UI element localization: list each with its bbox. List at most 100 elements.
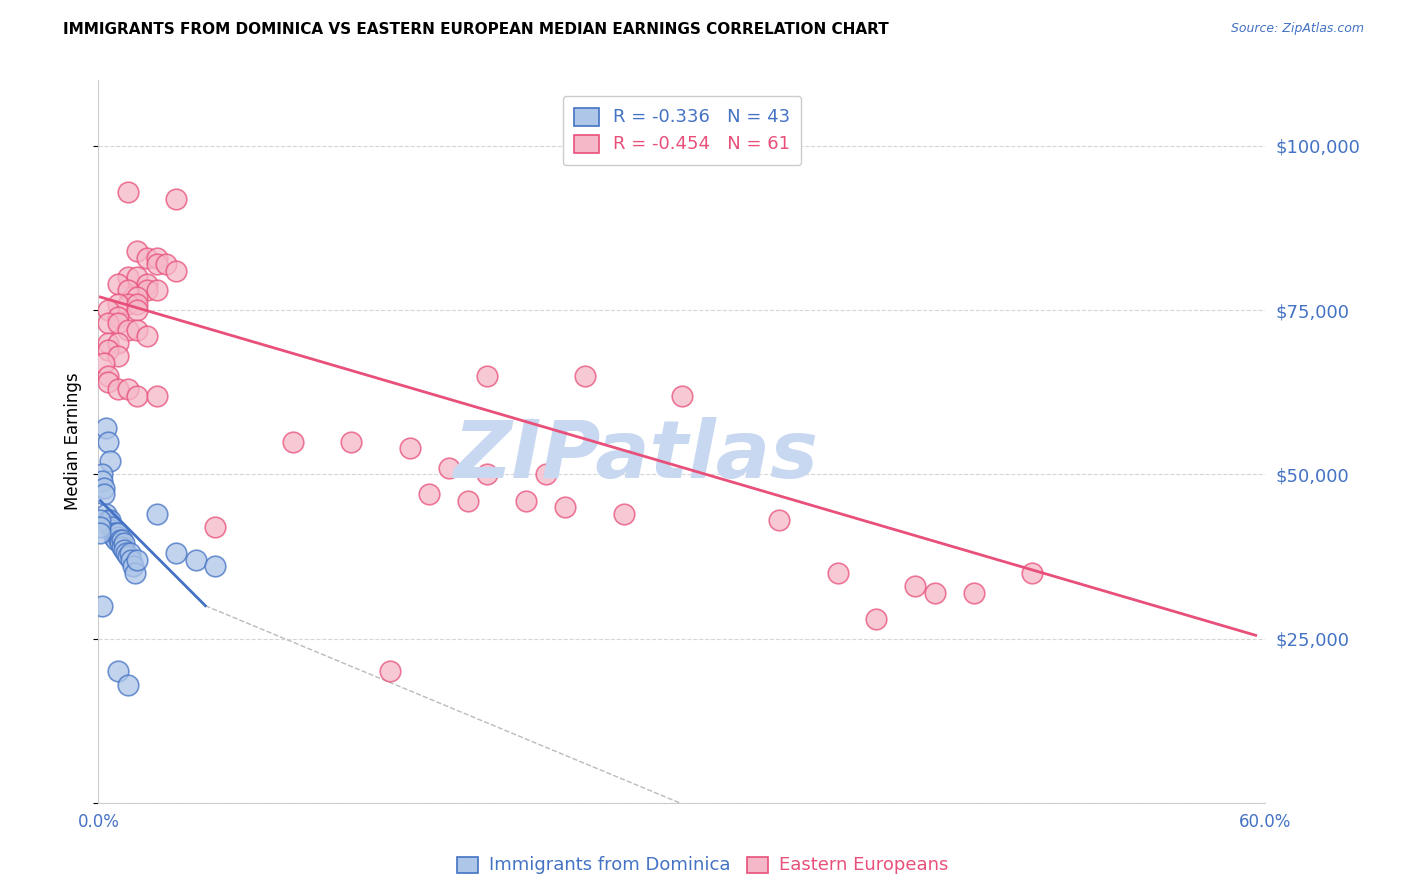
Point [98, 520, 121, 534]
Point [127, 553, 149, 567]
Point [103, 526, 125, 541]
Point [127, 296, 149, 310]
Point [477, 368, 499, 383]
Point [117, 382, 139, 396]
Legend: Immigrants from Dominica, Eastern Europeans: Immigrants from Dominica, Eastern Europe… [450, 848, 956, 880]
Point [107, 526, 129, 541]
Point [613, 507, 636, 521]
Point [107, 665, 129, 679]
Point [89, 513, 111, 527]
Point [97, 516, 120, 531]
Point [107, 316, 129, 330]
Point [117, 185, 139, 199]
Point [107, 277, 129, 291]
Point [107, 310, 129, 324]
Point [136, 329, 159, 343]
Point [93, 487, 115, 501]
Point [146, 257, 169, 271]
Point [96, 507, 118, 521]
Point [117, 323, 139, 337]
Point [146, 388, 169, 402]
Point [98, 513, 121, 527]
Point [108, 536, 131, 550]
Point [97, 513, 120, 527]
Point [127, 270, 149, 285]
Point [574, 368, 596, 383]
Point [97, 316, 120, 330]
Text: IMMIGRANTS FROM DOMINICA VS EASTERN EUROPEAN MEDIAN EARNINGS CORRELATION CHART: IMMIGRANTS FROM DOMINICA VS EASTERN EURO… [63, 22, 889, 37]
Point [477, 467, 499, 482]
Point [97, 434, 120, 449]
Point [127, 323, 149, 337]
Point [117, 284, 139, 298]
Point [165, 264, 187, 278]
Point [184, 553, 207, 567]
Point [91, 599, 114, 613]
Point [127, 244, 149, 258]
Point [107, 349, 129, 363]
Point [127, 290, 149, 304]
Point [146, 284, 169, 298]
Point [98, 454, 121, 468]
Point [146, 251, 169, 265]
Point [121, 553, 143, 567]
Point [136, 284, 159, 298]
Text: ZIPatlas: ZIPatlas [453, 417, 818, 495]
Point [204, 559, 226, 574]
Point [1021, 566, 1043, 580]
Point [827, 566, 849, 580]
Point [118, 546, 141, 560]
Point [165, 192, 187, 206]
Point [155, 257, 177, 271]
Point [904, 579, 927, 593]
Point [101, 523, 124, 537]
Point [89, 526, 111, 541]
Point [117, 270, 139, 285]
Point [97, 336, 120, 351]
Point [380, 665, 402, 679]
Point [204, 520, 226, 534]
Point [136, 251, 159, 265]
Point [398, 441, 420, 455]
Point [89, 520, 111, 534]
Point [91, 467, 114, 482]
Legend: R = -0.336   N = 43, R = -0.454   N = 61: R = -0.336 N = 43, R = -0.454 N = 61 [562, 95, 801, 165]
Point [165, 546, 187, 560]
Point [340, 434, 363, 449]
Point [122, 559, 145, 574]
Point [924, 585, 946, 599]
Point [97, 303, 120, 318]
Point [437, 460, 460, 475]
Point [101, 520, 124, 534]
Point [127, 303, 149, 318]
Point [91, 474, 114, 488]
Point [865, 612, 887, 626]
Point [104, 533, 127, 547]
Point [97, 343, 120, 357]
Point [124, 566, 146, 580]
Point [108, 533, 131, 547]
Point [93, 481, 115, 495]
Point [457, 493, 479, 508]
Point [136, 277, 159, 291]
Point [768, 513, 790, 527]
Point [111, 533, 134, 547]
Text: Source: ZipAtlas.com: Source: ZipAtlas.com [1230, 22, 1364, 36]
Point [97, 368, 120, 383]
Point [117, 549, 139, 564]
Point [107, 382, 129, 396]
Point [96, 421, 118, 435]
Point [962, 585, 984, 599]
Point [534, 467, 557, 482]
Point [93, 356, 115, 370]
Point [127, 388, 149, 402]
Point [112, 542, 135, 557]
Point [112, 536, 135, 550]
Y-axis label: Median Earnings: Median Earnings [65, 373, 83, 510]
Point [418, 487, 440, 501]
Point [103, 530, 125, 544]
Point [671, 388, 693, 402]
Point [111, 540, 134, 554]
Point [114, 546, 136, 560]
Point [104, 526, 127, 541]
